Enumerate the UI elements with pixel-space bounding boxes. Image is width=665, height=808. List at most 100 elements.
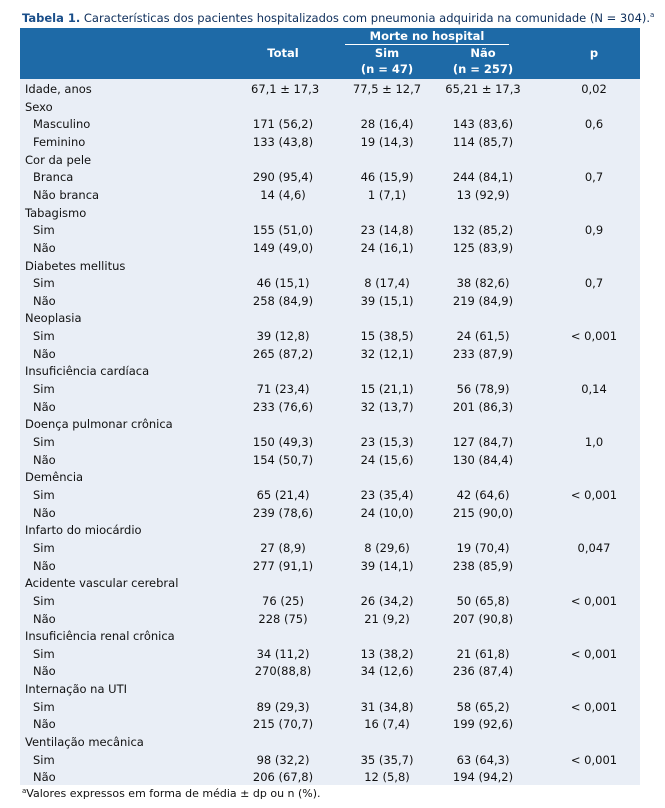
row-label: Sim xyxy=(33,540,55,555)
cell-total: 290 (95,4) xyxy=(252,170,314,185)
cell-death-nao: 42 (64,6) xyxy=(456,487,510,502)
cell-death-nao: 13 (92,9) xyxy=(456,187,510,202)
table-caption: Tabela 1. Características dos pacientes … xyxy=(22,11,654,25)
cell-total: 76 (25) xyxy=(262,593,304,608)
cell-death-nao: 143 (83,6) xyxy=(452,117,514,132)
cell-death-sim: 77,5 ± 12,7 xyxy=(352,82,422,96)
cell-total: 171 (56,2) xyxy=(252,117,314,132)
cell-total: 265 (87,2) xyxy=(252,346,314,361)
cell-total: 65 (21,4) xyxy=(256,487,310,502)
cell-total: 14 (4,6) xyxy=(260,187,306,202)
cell-death-nao: 194 (94,2) xyxy=(452,770,514,785)
header-nao-n: (n = 257) xyxy=(452,62,514,76)
cell-total: 258 (84,9) xyxy=(252,293,314,308)
cell-p-value: < 0,001 xyxy=(570,699,618,714)
cell-p-value: 0,9 xyxy=(584,223,604,238)
row-label: Internação na UTI xyxy=(25,682,128,697)
row-label: Sim xyxy=(33,487,55,502)
cell-death-sim: 23 (15,3) xyxy=(360,435,414,449)
row-label: Não xyxy=(33,717,56,732)
cell-death-sim: 23 (35,4) xyxy=(360,487,414,502)
row-label: Diabetes mellitus xyxy=(25,258,126,273)
cell-death-nao: 219 (84,9) xyxy=(452,293,514,308)
cell-death-nao: 125 (83,9) xyxy=(452,240,514,255)
cell-death-sim: 12 (5,8) xyxy=(364,770,410,785)
cell-death-nao: 24 (61,5) xyxy=(456,329,510,344)
cell-death-sim: 35 (35,7) xyxy=(360,752,414,767)
table-body: Idade, anos 67,1 ± 17,3 77,5 ± 12,7 65,21 ±… xyxy=(20,79,640,785)
row-label: Não branca xyxy=(33,187,100,202)
cell-death-sim: 19 (14,3) xyxy=(360,134,414,149)
row-label: Insuficiência renal crônica xyxy=(25,629,175,644)
header-group-death-in-hospital: Morte no hospital xyxy=(369,29,485,43)
cell-death-sim: 32 (12,1) xyxy=(360,346,414,361)
row-label: Sim xyxy=(33,699,55,714)
cell-death-nao: 56 (78,9) xyxy=(456,382,510,397)
cell-death-sim: 8 (17,4) xyxy=(364,276,410,291)
caption-label: Tabela 1. xyxy=(22,11,81,25)
cell-death-sim: 46 (15,9) xyxy=(360,170,414,185)
row-label: Feminino xyxy=(33,134,86,149)
cell-death-nao: 132 (85,2) xyxy=(452,223,514,238)
row-label: Doença pulmonar crônica xyxy=(25,417,173,432)
row-label: Idade, anos xyxy=(25,82,92,96)
cell-total: 98 (32,2) xyxy=(256,752,310,767)
cell-death-sim: 21 (9,2) xyxy=(364,611,410,626)
row-label: Sim xyxy=(33,646,55,661)
row-label: Sim xyxy=(33,382,55,397)
row-label: Não xyxy=(33,293,56,308)
cell-death-nao: 130 (84,4) xyxy=(452,452,514,467)
row-label: Acidente vascular cerebral xyxy=(25,576,179,591)
cell-total: 89 (29,3) xyxy=(256,699,310,714)
cell-p-value: < 0,001 xyxy=(570,487,618,502)
row-label: Não xyxy=(33,770,56,785)
cell-death-sim: 16 (7,4) xyxy=(364,717,410,732)
cell-total: 71 (23,4) xyxy=(256,382,310,397)
row-label: Demência xyxy=(25,470,84,485)
header-nao: Não xyxy=(470,46,496,60)
cell-death-sim: 15 (38,5) xyxy=(360,329,414,344)
row-label: Não xyxy=(33,558,56,573)
cell-death-nao: 201 (86,3) xyxy=(452,399,514,414)
cell-p-value: 0,6 xyxy=(584,117,604,132)
cell-total: 215 (70,7) xyxy=(252,717,314,732)
cell-death-sim: 39 (14,1) xyxy=(360,558,414,573)
row-label: Masculino xyxy=(33,117,91,132)
cell-p-value: < 0,001 xyxy=(570,329,618,344)
cell-death-nao: 63 (64,3) xyxy=(456,752,510,767)
header-group-rule xyxy=(345,44,509,45)
row-label: Sim xyxy=(33,593,55,608)
cell-p-value: < 0,001 xyxy=(570,646,618,661)
cell-total: 27 (8,9) xyxy=(260,540,306,555)
row-label: Tabagismo xyxy=(25,205,87,220)
cell-death-nao: 233 (87,9) xyxy=(452,346,514,361)
cell-death-sim: 28 (16,4) xyxy=(360,117,414,132)
cell-death-sim: 24 (10,0) xyxy=(360,505,414,520)
row-label: Neoplasia xyxy=(25,311,82,326)
cell-total: 150 (49,3) xyxy=(252,435,314,449)
row-label: Infarto do miocárdio xyxy=(25,523,142,538)
cell-death-nao: 65,21 ± 17,3 xyxy=(445,82,521,96)
table-header: Morte no hospital Total Sim (n = 47) Não… xyxy=(20,28,640,79)
cell-death-sim: 15 (21,1) xyxy=(360,382,414,397)
cell-p-value: 0,7 xyxy=(584,276,604,291)
row-label: Não xyxy=(33,346,56,361)
row-label: Sim xyxy=(33,329,55,344)
cell-death-nao: 50 (65,8) xyxy=(456,593,510,608)
cell-p-value: 0,047 xyxy=(577,540,611,555)
cell-total: 239 (78,6) xyxy=(252,505,314,520)
cell-p-value: < 0,001 xyxy=(570,752,618,767)
caption-footnote-mark: a xyxy=(650,11,655,19)
cell-p-value: 0,14 xyxy=(581,382,607,397)
cell-total: 34 (11,2) xyxy=(256,646,310,661)
header-total: Total xyxy=(267,46,299,60)
footnote-text: Valores expressos em forma de média ± dp… xyxy=(26,787,321,800)
cell-death-nao: 236 (87,4) xyxy=(452,664,514,679)
header-p: p xyxy=(589,46,599,60)
cell-death-nao: 19 (70,4) xyxy=(456,540,510,555)
cell-death-sim: 1 (7,1) xyxy=(367,187,407,202)
header-sim-n: (n = 47) xyxy=(360,62,414,76)
caption-text: Características dos pacientes hospitaliz… xyxy=(80,11,651,25)
row-label: Sim xyxy=(33,223,55,238)
